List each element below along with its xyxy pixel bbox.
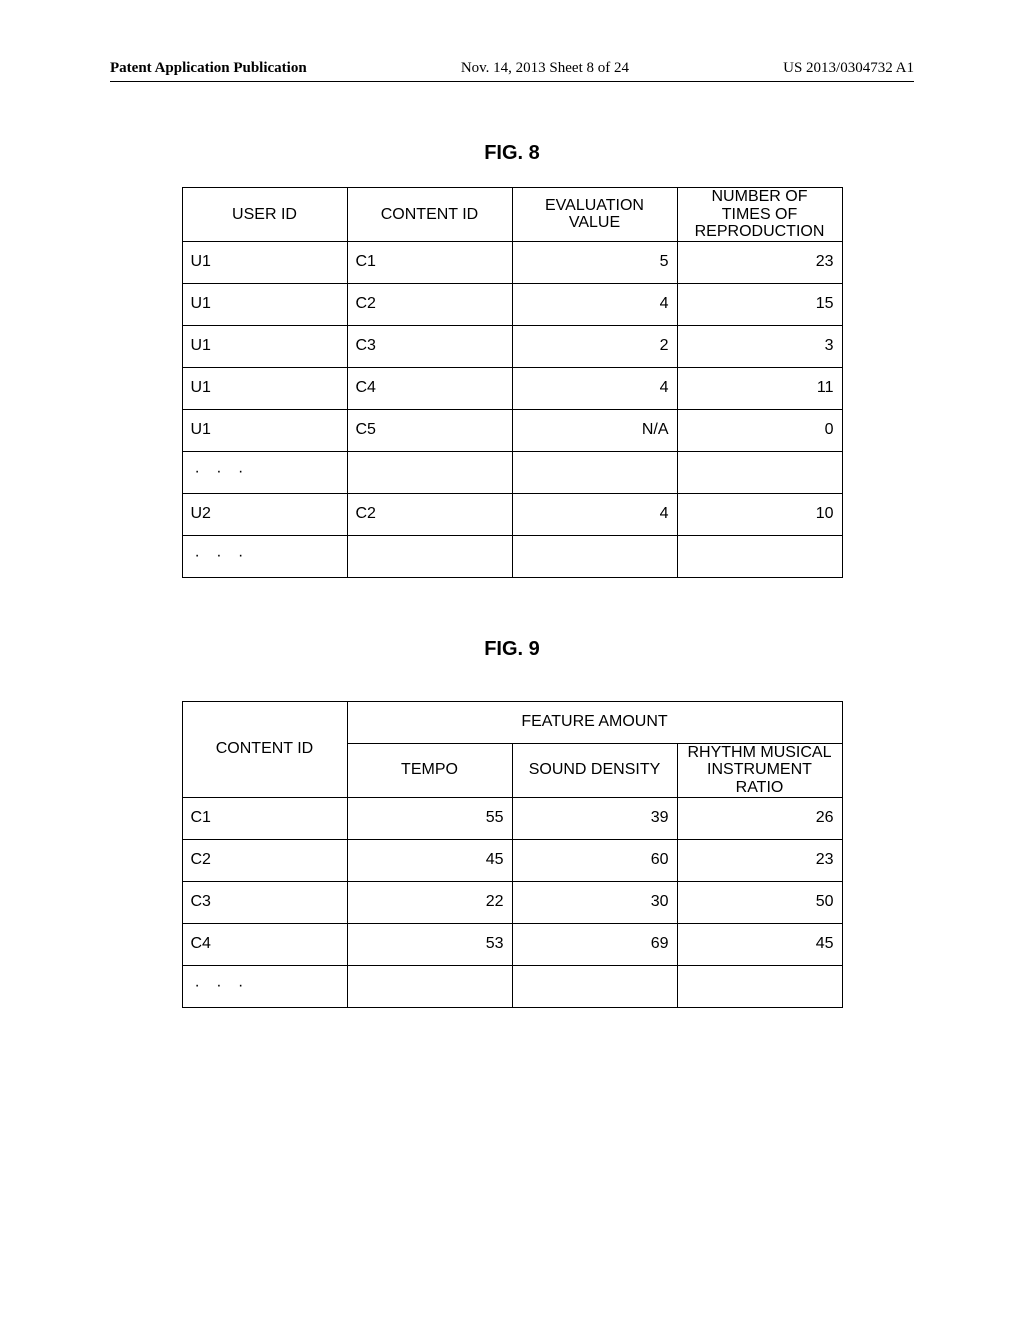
fig8-col-repro: NUMBER OF TIMES OF REPRODUCTION [677, 188, 842, 242]
cell-tempo: 45 [347, 839, 512, 881]
cell-repro [677, 451, 842, 493]
cell-repro [677, 535, 842, 577]
cell-ratio: 50 [677, 881, 842, 923]
fig9-table-wrap: CONTENT ID FEATURE AMOUNT TEMPO SOUND DE… [110, 701, 914, 1008]
cell-tempo: 55 [347, 797, 512, 839]
cell-eval: N/A [512, 409, 677, 451]
cell-tempo: 22 [347, 881, 512, 923]
cell-content [347, 535, 512, 577]
cell-content: C2 [182, 839, 347, 881]
cell-content: · · · [182, 965, 347, 1007]
table-row: U1 C4 4 11 [182, 367, 842, 409]
table-row: · · · [182, 535, 842, 577]
fig8-table-wrap: USER ID CONTENT ID EVALUATION VALUE NUMB… [110, 187, 914, 578]
cell-content: C1 [347, 241, 512, 283]
cell-repro: 15 [677, 283, 842, 325]
table-row: C3 22 30 50 [182, 881, 842, 923]
fig9-col-tempo: TEMPO [347, 743, 512, 797]
cell-user: · · · [182, 451, 347, 493]
cell-content [347, 451, 512, 493]
cell-ratio: 45 [677, 923, 842, 965]
page: Patent Application Publication Nov. 14, … [0, 0, 1024, 1008]
cell-eval: 4 [512, 283, 677, 325]
fig9-col-density: SOUND DENSITY [512, 743, 677, 797]
cell-eval: 5 [512, 241, 677, 283]
header-left: Patent Application Publication [110, 60, 307, 77]
fig8-body: U1 C1 5 23 U1 C2 4 15 U1 C3 2 3 [182, 241, 842, 577]
cell-tempo: 53 [347, 923, 512, 965]
fig8-header-row: USER ID CONTENT ID EVALUATION VALUE NUMB… [182, 188, 842, 242]
cell-user: U2 [182, 493, 347, 535]
fig9-body: C1 55 39 26 C2 45 60 23 C3 22 30 50 [182, 797, 842, 1007]
fig8-col-eval: EVALUATION VALUE [512, 188, 677, 242]
fig9-table: CONTENT ID FEATURE AMOUNT TEMPO SOUND DE… [182, 701, 843, 1008]
cell-user: U1 [182, 283, 347, 325]
fig9-col-ratio: RHYTHM MUSICAL INSTRUMENT RATIO [677, 743, 842, 797]
cell-ratio [677, 965, 842, 1007]
cell-user: U1 [182, 325, 347, 367]
cell-content: C3 [182, 881, 347, 923]
cell-repro: 10 [677, 493, 842, 535]
cell-eval: 4 [512, 493, 677, 535]
cell-content: C4 [347, 367, 512, 409]
header-center: Nov. 14, 2013 Sheet 8 of 24 [461, 60, 629, 77]
fig9-col-feature: FEATURE AMOUNT [347, 701, 842, 743]
cell-user: U1 [182, 241, 347, 283]
cell-repro: 3 [677, 325, 842, 367]
cell-content: C5 [347, 409, 512, 451]
table-row: · · · [182, 965, 842, 1007]
table-row: · · · [182, 451, 842, 493]
table-row: U1 C5 N/A 0 [182, 409, 842, 451]
table-row: C1 55 39 26 [182, 797, 842, 839]
cell-repro: 0 [677, 409, 842, 451]
fig9-col-contentid: CONTENT ID [182, 701, 347, 797]
cell-ratio: 26 [677, 797, 842, 839]
cell-content: C4 [182, 923, 347, 965]
cell-eval [512, 451, 677, 493]
page-header: Patent Application Publication Nov. 14, … [110, 60, 914, 82]
table-row: U1 C3 2 3 [182, 325, 842, 367]
cell-density: 39 [512, 797, 677, 839]
fig9-title: FIG. 9 [110, 638, 914, 661]
fig8-col-userid: USER ID [182, 188, 347, 242]
table-row: U1 C2 4 15 [182, 283, 842, 325]
cell-user: · · · [182, 535, 347, 577]
cell-density: 30 [512, 881, 677, 923]
cell-repro: 11 [677, 367, 842, 409]
cell-density: 60 [512, 839, 677, 881]
cell-density [512, 965, 677, 1007]
cell-eval [512, 535, 677, 577]
cell-density: 69 [512, 923, 677, 965]
table-row: U2 C2 4 10 [182, 493, 842, 535]
fig9-header-row1: CONTENT ID FEATURE AMOUNT [182, 701, 842, 743]
cell-eval: 2 [512, 325, 677, 367]
cell-ratio: 23 [677, 839, 842, 881]
cell-user: U1 [182, 367, 347, 409]
table-row: U1 C1 5 23 [182, 241, 842, 283]
fig8-title: FIG. 8 [110, 142, 914, 165]
cell-eval: 4 [512, 367, 677, 409]
cell-content: C2 [347, 283, 512, 325]
cell-user: U1 [182, 409, 347, 451]
fig8-col-content: CONTENT ID [347, 188, 512, 242]
cell-content: C1 [182, 797, 347, 839]
header-right: US 2013/0304732 A1 [783, 60, 914, 77]
fig8-table: USER ID CONTENT ID EVALUATION VALUE NUMB… [182, 187, 843, 578]
cell-tempo [347, 965, 512, 1007]
cell-repro: 23 [677, 241, 842, 283]
table-row: C4 53 69 45 [182, 923, 842, 965]
table-row: C2 45 60 23 [182, 839, 842, 881]
cell-content: C3 [347, 325, 512, 367]
cell-content: C2 [347, 493, 512, 535]
